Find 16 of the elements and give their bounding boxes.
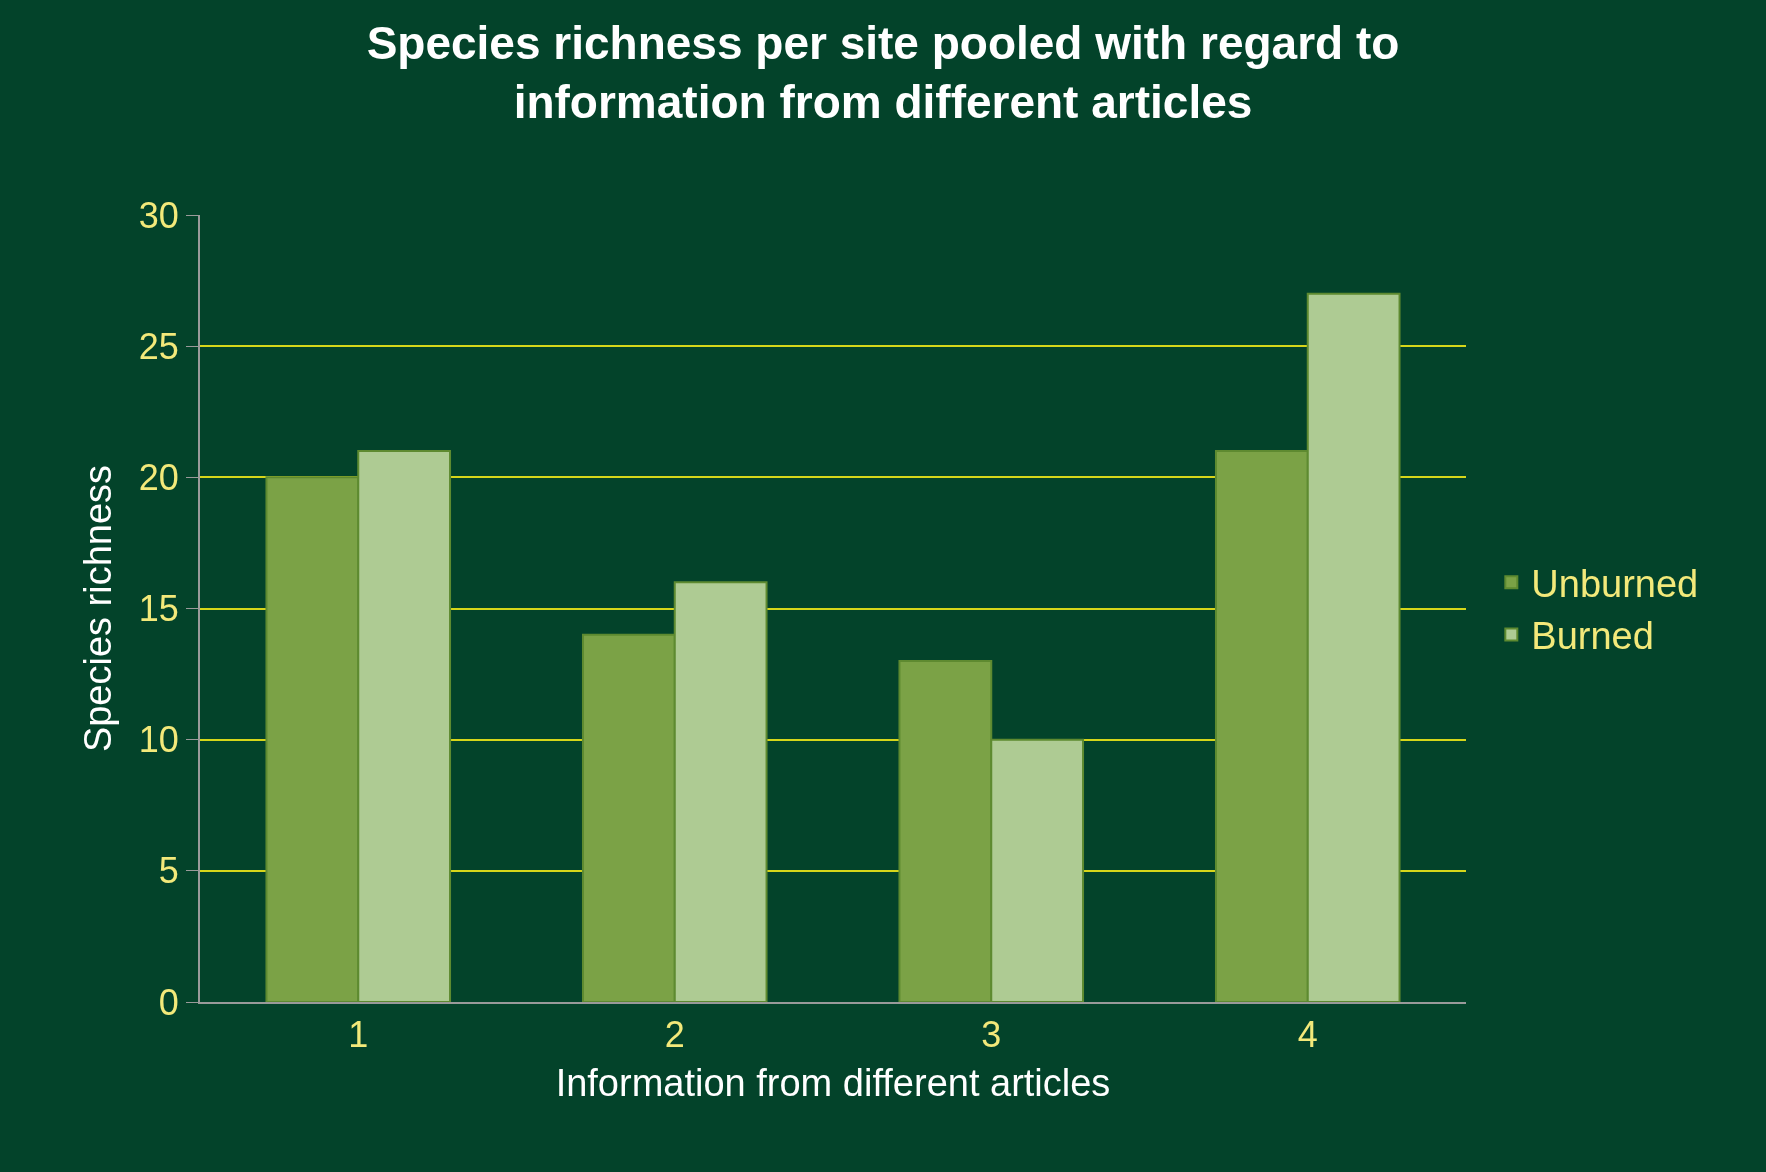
y-tick-label: 30 xyxy=(138,194,179,236)
y-tick-label: 0 xyxy=(158,981,179,1023)
x-tick-label: 1 xyxy=(348,1014,369,1056)
y-tick-label: 5 xyxy=(158,850,179,892)
y-tick-label: 25 xyxy=(138,325,179,367)
x-axis-title: Information from different articles xyxy=(555,1061,1111,1104)
legend-label: Unburned xyxy=(1531,563,1699,606)
y-tick-label: 15 xyxy=(138,588,179,630)
x-tick-label: 3 xyxy=(981,1014,1002,1056)
chart-title: Species richness per site pooled with regard to information from different articles xyxy=(366,16,1400,129)
x-tick-label: 4 xyxy=(1297,1014,1318,1056)
x-tick-label: 2 xyxy=(664,1014,685,1056)
y-tick-label: 10 xyxy=(138,719,179,761)
y-axis-title: Species richness xyxy=(77,464,120,753)
legend-label: Burned xyxy=(1531,615,1654,658)
y-tick-label: 20 xyxy=(138,456,179,498)
